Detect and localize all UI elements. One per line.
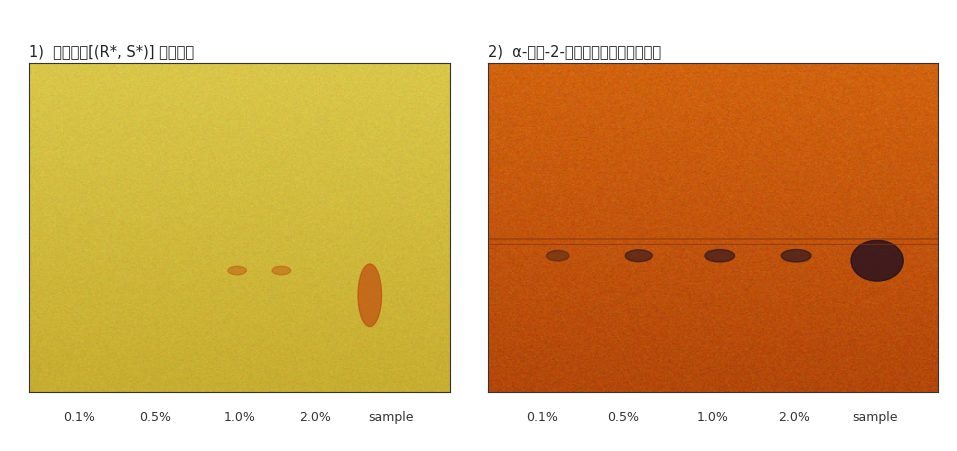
- Text: sample: sample: [368, 411, 413, 423]
- Ellipse shape: [358, 264, 382, 327]
- Ellipse shape: [781, 249, 811, 262]
- Ellipse shape: [851, 240, 903, 281]
- Ellipse shape: [705, 249, 735, 262]
- Text: 0.1%: 0.1%: [63, 411, 95, 423]
- Text: sample: sample: [852, 411, 898, 423]
- Text: 0.5%: 0.5%: [607, 411, 639, 423]
- Ellipse shape: [625, 250, 653, 262]
- Text: 2.0%: 2.0%: [778, 411, 810, 423]
- Text: 0.5%: 0.5%: [139, 411, 171, 423]
- Text: 1.0%: 1.0%: [223, 411, 256, 423]
- Ellipse shape: [546, 250, 569, 261]
- Text: 2.0%: 2.0%: [300, 411, 331, 423]
- Ellipse shape: [272, 266, 291, 275]
- Ellipse shape: [228, 266, 246, 275]
- Text: 1.0%: 1.0%: [697, 411, 729, 423]
- Text: 1)  에리스로[(R*, S*)] 이성질체: 1) 에리스로[(R*, S*)] 이성질체: [29, 44, 194, 59]
- Text: 0.1%: 0.1%: [526, 411, 558, 423]
- Text: 2)  α-페닑-2-피페리딘아세트산염산염: 2) α-페닑-2-피페리딘아세트산염산염: [488, 44, 661, 59]
